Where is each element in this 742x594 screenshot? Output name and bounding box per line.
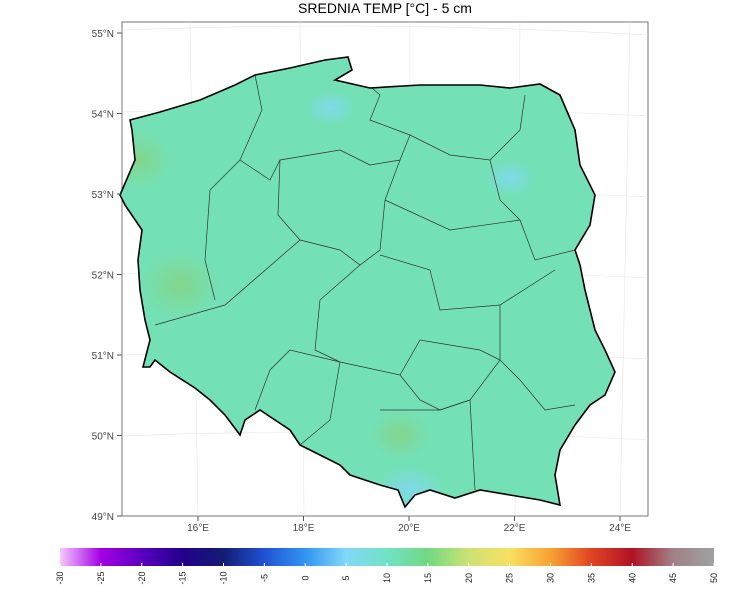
colorbar-label: -30 [55,571,65,584]
lat-label: 55°N [92,29,114,40]
colorbar-label: 35 [586,573,596,583]
colorbar-label: -20 [137,571,147,584]
colorbar-label: 25 [505,573,515,583]
colorbar-label: 10 [382,573,392,583]
colorbar-label: 30 [546,573,556,583]
colorbar-label: -25 [96,571,106,584]
lat-label: 51°N [92,351,114,362]
colorbar-label: 15 [423,573,433,583]
lat-label: 52°N [92,271,114,282]
colorbar-label: -15 [178,571,188,584]
colorbar-label: 40 [627,573,637,583]
colorbar-label: -10 [219,571,229,584]
colorbar-label: 45 [668,573,678,583]
lon-label: 24°E [609,523,631,534]
lon-label: 16°E [187,523,209,534]
region-borders [154,74,576,491]
lon-label: 20°E [398,523,420,534]
colorbar-label: 50 [709,573,719,583]
lat-label: 53°N [92,190,114,201]
lat-labels: 55°N 54°N 53°N 52°N 51°N 50°N 49°N [92,29,122,523]
lat-label: 49°N [92,512,114,523]
colorbar: -30 -25 -20 -15 -10 -5 0 5 10 15 20 25 30 35 40 45 50 [55,548,719,585]
lat-label: 50°N [92,432,114,443]
colorbar-label: -5 [259,574,269,582]
colorbar-label: 5 [341,575,351,580]
lon-label: 22°E [504,523,526,534]
map-title: SREDNIA TEMP [°C] - 5 cm [298,0,472,16]
lon-labels: 16°E 18°E 20°E 22°E 24°E [187,516,631,534]
map-panel [119,21,649,517]
lon-label: 18°E [293,523,315,534]
colorbar-label: 0 [300,575,310,580]
colorbar-bar [60,548,714,566]
lat-label: 54°N [92,110,114,121]
colorbar-label: 20 [464,573,474,583]
